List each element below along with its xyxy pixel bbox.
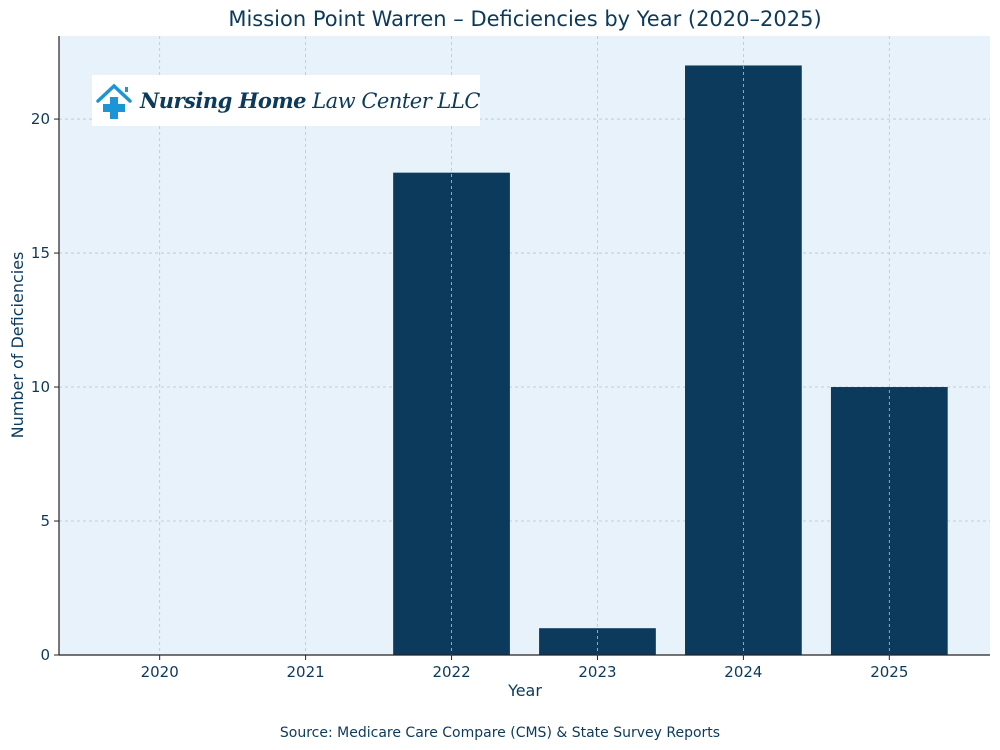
x-tick-label: 2025 xyxy=(870,663,908,681)
x-tick-label: 2023 xyxy=(578,663,616,681)
y-tick-label: 20 xyxy=(31,110,50,128)
y-tick-label: 10 xyxy=(31,378,50,396)
y-tick-label: 5 xyxy=(40,512,50,530)
y-axis-label: Number of Deficiencies xyxy=(8,252,27,439)
y-tick-label: 0 xyxy=(40,646,50,664)
chart-title: Mission Point Warren – Deficiencies by Y… xyxy=(228,7,821,31)
logo-text: Nursing Home Law Center LLC xyxy=(140,88,480,113)
logo: Nursing Home Law Center LLC xyxy=(92,75,480,126)
house-cross-icon xyxy=(96,83,132,119)
x-tick-label: 2021 xyxy=(287,663,325,681)
x-tick-label: 2022 xyxy=(432,663,470,681)
x-tick-label: 2024 xyxy=(724,663,762,681)
x-tick-label: 2020 xyxy=(141,663,179,681)
bar-2025 xyxy=(830,387,948,655)
source-note: Source: Medicare Care Compare (CMS) & St… xyxy=(280,725,720,741)
y-tick-label: 15 xyxy=(31,244,50,262)
x-axis-label: Year xyxy=(507,681,542,700)
